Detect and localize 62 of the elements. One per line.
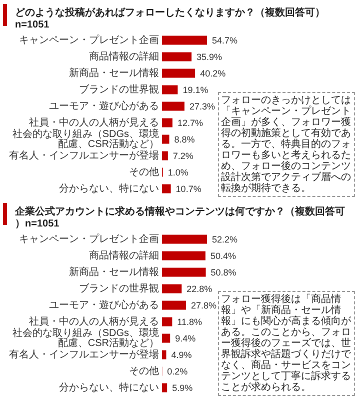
bar [162,300,186,310]
y-tick-label: ユーモア・遊び心がある [49,298,159,311]
text: フォロー獲得後は「商品情報」や「新商品・セール情報」にも関心が高まる傾向がある。このことから、フォロー獲得後のフェーズでは、世界観訴求や話題づくりだけでなく、商品・サービスをコンテンツとして丁寧に訴求することが求められる。 [221,294,351,393]
data-label: 50.4% [210,250,236,261]
bar [162,284,182,294]
data-label: 8.8% [174,134,195,144]
y-tick-label: ユーモア・遊び心がある [49,100,159,112]
y-tick-label: 社会的な取り組み（SDGs、環境配慮、CSR活動など） [12,128,159,150]
bar [162,251,206,260]
data-label: 40.2% [200,68,226,78]
y-tick-label: 社会的な取り組み（SDGs、環境配慮、CSR活動など） [12,326,159,349]
bar [162,317,172,326]
bar [162,334,170,343]
y-tick-label: 分からない、特にない [59,381,159,394]
y-tick-label: ブランドの世界観 [79,282,159,294]
y-tick-label: 商品情報の詳細 [89,50,159,62]
data-label: 9.4% [175,333,196,344]
data-label: 0.2% [167,366,188,376]
bar [162,52,192,62]
bar [162,234,207,244]
y-tick-label: 分からない、特にない [59,182,159,194]
y-tick-label: 有名人・インフルエンサーが登場 [9,348,159,360]
data-label: 5.9% [172,382,193,393]
data-label: 19.1% [182,84,208,95]
bar [162,268,206,277]
bar [162,383,168,392]
bar [162,118,172,128]
bar [162,134,170,144]
data-label: 1.0% [168,167,188,178]
chart-title: 企業公式アカウントに求める情報やコンテンツは何ですか？（複数回答可）n=1051 [14,206,345,230]
y-tick-label: 社員・中の人の人柄が見える [29,315,159,328]
y-tick-label: 社員・中の人の人柄が見える [29,116,159,128]
data-label: 50.8% [210,267,236,278]
data-label: 4.9% [171,350,192,360]
data-label: 10.7% [176,184,202,194]
data-label: 54.7% [212,35,238,46]
y-tick-label: 新商品・セール情報 [69,266,159,278]
bar [162,350,166,360]
y-tick-label: 有名人・インフルエンサーが登場 [9,149,159,162]
data-label: 11.8% [177,316,202,327]
data-label: 27.8% [190,300,216,310]
y-tick-label: その他 [129,166,159,178]
data-label: 12.7% [177,118,203,128]
data-label: 7.2% [172,150,194,161]
bar [162,36,207,45]
data-label: 27.3% [189,101,215,112]
y-tick-label: キャンペーン・プレゼント企画 [19,34,159,46]
bar [162,85,178,94]
y-tick-label: 商品情報の詳細 [89,249,159,262]
text: フォローのきっかけとしては「キャンペーン・プレゼント企画」が多く、フォロワー獲得の初動施策として有効である。一方で、特典目的のフォロワーも多いと考えられるため、フォロー後のコンテンツ設計次第でアクティブ層への転換が期待できる。 [221,95,351,194]
data-label: 52.2% [212,234,238,244]
data-label: 35.9% [196,52,222,62]
bar [162,68,196,78]
y-tick-label: その他 [129,364,159,377]
bar [162,151,168,160]
y-tick-label: キャンペーン・プレゼント企画 [19,232,159,245]
y-tick-label: ブランドの世界観 [79,83,159,96]
chart-title: どのような投稿があればフォローしたくなりますか？（複数回答可）n=1051 [15,6,325,30]
y-tick-label: 新商品・セール情報 [69,66,159,79]
bar [162,184,171,194]
bar [162,102,184,111]
data-label: 22.8% [186,284,212,294]
